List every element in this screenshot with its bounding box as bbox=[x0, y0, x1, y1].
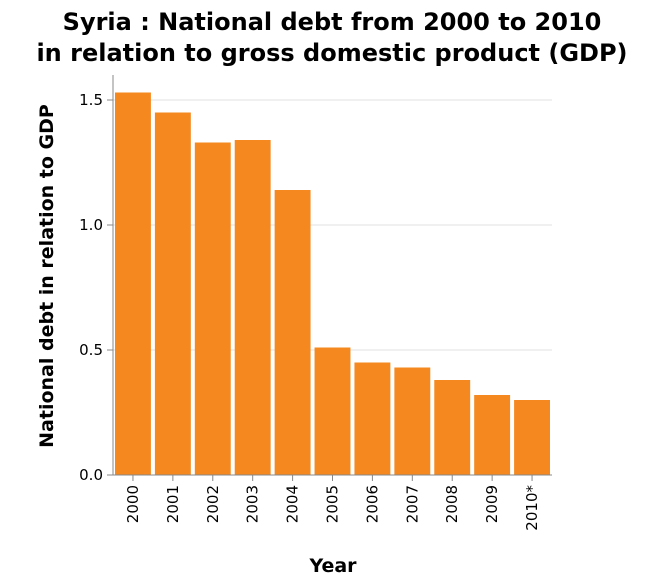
bar-2008 bbox=[434, 380, 471, 475]
x-tick-label: 2005 bbox=[324, 485, 342, 523]
bars bbox=[115, 92, 550, 475]
chart-title-line-1: Syria : National debt from 2000 to 2010 bbox=[63, 8, 602, 36]
x-tick-label: 2007 bbox=[403, 485, 421, 523]
bar-2000 bbox=[115, 92, 151, 475]
bar-2007 bbox=[394, 367, 431, 475]
x-tick-label: 2002 bbox=[204, 485, 222, 523]
bar-2003 bbox=[234, 140, 271, 475]
x-tick-label: 2008 bbox=[443, 485, 461, 523]
y-tick-label: 0.5 bbox=[79, 341, 103, 359]
axes: 0.0 0.5 1.0 1.5 2000 2001 2002 2003 2004 2005 2006… bbox=[79, 75, 552, 531]
x-tick-label: 2001 bbox=[164, 485, 182, 523]
y-tick-label: 0.0 bbox=[79, 466, 103, 484]
x-tick-label: 2000 bbox=[124, 485, 142, 523]
x-tick-label: 2003 bbox=[244, 485, 262, 523]
y-tick-label: 1.5 bbox=[79, 91, 103, 109]
x-axis-title: Year bbox=[308, 555, 357, 577]
x-tick-label: 2006 bbox=[363, 485, 381, 523]
x-tick-label: 2004 bbox=[284, 485, 302, 523]
x-tick-label: 2010* bbox=[523, 485, 541, 531]
bar-2010* bbox=[514, 400, 550, 475]
y-axis-title: National debt in relation to GDP bbox=[36, 104, 58, 448]
bar-2004 bbox=[274, 190, 311, 475]
x-tick-label: 2009 bbox=[483, 485, 501, 523]
chart-title-line-2: in relation to gross domestic product (G… bbox=[36, 39, 627, 67]
bar-2009 bbox=[474, 395, 511, 475]
bar-2001 bbox=[154, 112, 191, 475]
bar-2006 bbox=[354, 362, 391, 475]
bar-2005 bbox=[314, 347, 351, 475]
bar-2002 bbox=[194, 142, 231, 475]
y-tick-label: 1.0 bbox=[79, 216, 103, 234]
